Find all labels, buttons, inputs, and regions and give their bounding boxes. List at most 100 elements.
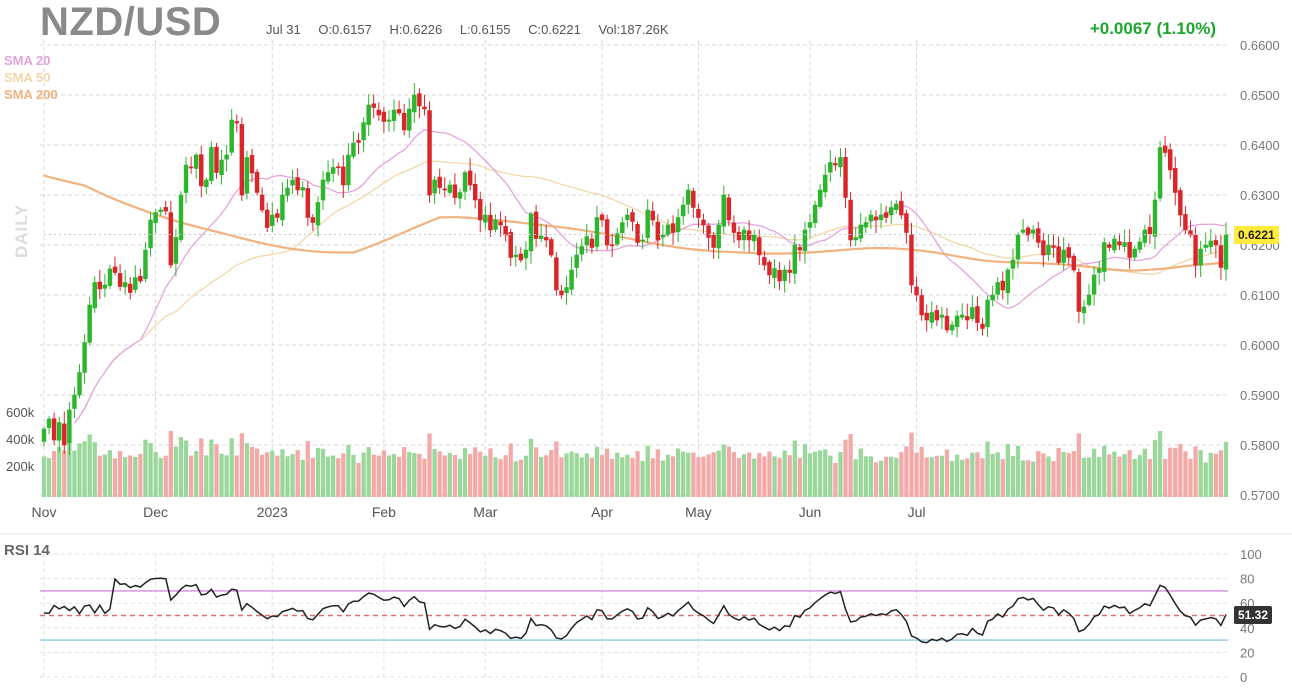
volume-bar bbox=[589, 457, 595, 497]
candle-body bbox=[503, 226, 508, 236]
candle-body bbox=[848, 199, 853, 241]
candle-body bbox=[254, 171, 260, 193]
candle-body bbox=[817, 189, 823, 207]
candle-body bbox=[1051, 245, 1056, 248]
volume-bar bbox=[939, 455, 945, 497]
x-tick-label: Nov bbox=[32, 504, 57, 520]
volume-bar bbox=[610, 458, 615, 497]
candle-body bbox=[264, 209, 270, 228]
x-tick-label: Apr bbox=[591, 504, 613, 520]
legend-sma50[interactable]: SMA 50 bbox=[4, 70, 51, 85]
y-tick-label: 0.6300 bbox=[1240, 188, 1280, 203]
candle-body bbox=[899, 200, 904, 216]
volume-bar bbox=[1071, 450, 1076, 497]
volume-bar bbox=[660, 460, 666, 497]
volume-bar bbox=[209, 439, 214, 497]
volume-bar bbox=[523, 455, 529, 497]
candle-body bbox=[904, 213, 909, 233]
y-tick-label: 0.6500 bbox=[1240, 88, 1280, 103]
candle-body bbox=[82, 342, 87, 373]
candle-body bbox=[412, 94, 417, 113]
volume-bar bbox=[199, 438, 204, 497]
candle-body bbox=[528, 213, 534, 252]
volume-bar bbox=[92, 442, 97, 497]
volume-bar bbox=[995, 452, 1000, 497]
volume-bar bbox=[574, 453, 579, 497]
candle-body bbox=[97, 281, 103, 290]
legend-sma200[interactable]: SMA 200 bbox=[4, 87, 58, 102]
rsi-value-tag: 51.32 bbox=[1234, 606, 1273, 624]
volume-bar bbox=[594, 446, 600, 497]
volume-bar bbox=[599, 454, 605, 497]
volume-bar bbox=[87, 434, 92, 497]
volume-bar bbox=[873, 462, 879, 497]
candle-body bbox=[959, 314, 965, 318]
volume-bar bbox=[579, 457, 584, 497]
candle-body bbox=[1147, 227, 1153, 235]
candle-body bbox=[158, 209, 163, 213]
candle-body bbox=[386, 119, 392, 122]
candle-body bbox=[1198, 248, 1203, 266]
candle-body bbox=[1142, 229, 1148, 243]
candle-body bbox=[772, 268, 777, 278]
candle-body bbox=[792, 244, 798, 274]
candle-body bbox=[478, 199, 483, 221]
volume-bar bbox=[949, 461, 955, 497]
volume-bar bbox=[686, 452, 691, 497]
candle-body bbox=[721, 194, 727, 227]
candle-body bbox=[214, 146, 219, 173]
candle-body bbox=[706, 225, 711, 238]
volume-bar bbox=[868, 456, 874, 497]
candle-body bbox=[823, 174, 828, 193]
grid-layer bbox=[0, 40, 1292, 677]
candle-body bbox=[990, 294, 995, 301]
candle-body bbox=[341, 166, 346, 186]
candle-body bbox=[351, 142, 356, 157]
candle-body bbox=[1178, 190, 1183, 216]
rsi-y-tick-label: 0 bbox=[1240, 670, 1247, 685]
volume-bar bbox=[107, 450, 113, 497]
candle-body bbox=[1208, 240, 1214, 247]
candle-body bbox=[396, 109, 402, 114]
legend-sma20[interactable]: SMA 20 bbox=[4, 53, 51, 68]
candle-body bbox=[787, 269, 792, 273]
volume-bar bbox=[77, 443, 82, 497]
volume-bar bbox=[1208, 452, 1213, 497]
volume-bar bbox=[1091, 448, 1097, 497]
candle-body bbox=[72, 394, 77, 409]
volume-bar bbox=[554, 441, 559, 497]
volume-bar bbox=[914, 452, 919, 497]
volume-bar bbox=[1010, 455, 1016, 497]
volume-bar bbox=[934, 455, 939, 497]
volume-bar bbox=[635, 451, 640, 497]
candle-body bbox=[1071, 255, 1077, 271]
candle-body bbox=[939, 314, 945, 318]
candle-body bbox=[1081, 306, 1087, 314]
volume-bar bbox=[82, 441, 87, 497]
volume-bar bbox=[1152, 440, 1158, 497]
candle-body bbox=[802, 229, 808, 251]
volume-bar bbox=[1020, 460, 1026, 497]
volume-bar bbox=[513, 461, 518, 497]
volume-bar bbox=[889, 456, 894, 497]
volume-bar bbox=[407, 451, 412, 497]
volume-bar bbox=[1213, 453, 1218, 497]
volume-bar bbox=[356, 462, 361, 497]
candle-body bbox=[1223, 234, 1229, 270]
volume-bar bbox=[310, 457, 315, 497]
candle-body bbox=[46, 418, 52, 428]
volume-bar bbox=[665, 454, 671, 497]
volume-bar bbox=[1203, 462, 1208, 497]
volume-bar bbox=[341, 453, 346, 497]
volume-bar bbox=[133, 456, 138, 497]
candle-body bbox=[579, 246, 584, 255]
candle-body bbox=[143, 249, 148, 280]
candle-body bbox=[224, 154, 229, 160]
volume-bar bbox=[447, 452, 452, 497]
candle-body bbox=[1036, 228, 1041, 243]
volume-bar bbox=[630, 457, 635, 497]
volume-bar bbox=[762, 456, 767, 497]
volume-bar bbox=[645, 445, 650, 497]
volume-bar bbox=[1223, 441, 1229, 497]
